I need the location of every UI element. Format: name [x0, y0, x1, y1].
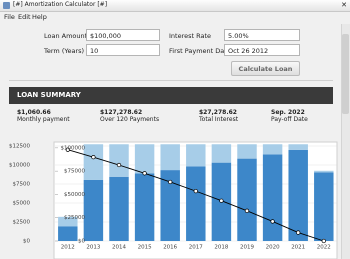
menu-help[interactable]: Help [32, 13, 47, 21]
line-marker [321, 238, 326, 244]
y2-tick-label: $75000 [64, 169, 85, 175]
summary-header-bar [9, 87, 333, 104]
line-marker [65, 147, 70, 152]
bar [288, 144, 308, 150]
line-marker [142, 171, 147, 176]
bar [186, 166, 206, 241]
bar [314, 170, 334, 173]
bar [314, 172, 334, 241]
line-marker [296, 230, 301, 235]
summary-header: LOAN SUMMARY [17, 91, 81, 99]
bar [288, 149, 308, 241]
y2-tick-label: $50000 [64, 192, 85, 198]
bar [160, 144, 180, 171]
y2-tick-label: $100000 [61, 145, 86, 151]
close-button[interactable]: ✕ [341, 1, 347, 9]
x-tick-label: 2020 [266, 245, 280, 251]
line-marker [116, 162, 122, 168]
bar [237, 158, 257, 241]
x-tick-label: 2015 [138, 245, 152, 251]
bar [160, 170, 180, 241]
bar [58, 226, 78, 241]
summary-value: $1,060.66 [17, 109, 51, 116]
x-tick-label: 2017 [189, 245, 203, 251]
text-input[interactable]: 5.00% [224, 29, 300, 41]
text-input[interactable]: 10 [86, 44, 160, 56]
field-label: First Payment Date [169, 47, 231, 55]
summary-label: Pay-off Date [271, 116, 308, 123]
line-marker [193, 188, 198, 194]
bar [58, 216, 78, 227]
app-icon [3, 2, 10, 9]
y-tick-label: $12500 [9, 144, 30, 150]
scrollbar-thumb[interactable] [342, 34, 349, 114]
line-marker [91, 154, 96, 160]
bar [134, 173, 155, 241]
bar [186, 144, 206, 167]
separator [9, 80, 333, 81]
text-input[interactable]: Oct 26 2012 [224, 44, 300, 56]
x-tick-label: 2013 [86, 245, 100, 251]
y-tick-label: $5000 [13, 201, 31, 207]
y-tick-label: $7500 [13, 182, 31, 188]
line-marker [270, 219, 275, 224]
summary-label: Over 120 Payments [100, 116, 160, 123]
field-label: Term (Years) [44, 47, 85, 55]
bar [83, 144, 104, 180]
line-marker [219, 198, 224, 203]
x-tick-label: 2022 [317, 245, 331, 251]
bar [237, 144, 257, 159]
x-tick-label: 2016 [163, 245, 177, 251]
summary-value: $127,278.62 [100, 109, 143, 116]
bar [262, 144, 283, 155]
title-bar [0, 0, 350, 12]
x-tick-label: 2021 [291, 245, 305, 251]
field-label: Loan Amount [44, 32, 88, 40]
y-tick-label: $0 [23, 239, 30, 245]
line-marker [244, 208, 250, 213]
x-tick-label: 2012 [61, 245, 75, 251]
bar [109, 176, 129, 241]
bar [262, 154, 283, 241]
field-label: Interest Rate [169, 32, 212, 40]
summary-label: Monthly payment [17, 116, 70, 123]
summary-label: Total Interest [199, 116, 239, 123]
menu-file[interactable]: File [4, 13, 15, 21]
summary-value: Sep. 2022 [271, 109, 305, 116]
y2-tick-label: $0 [78, 239, 85, 245]
bar [83, 179, 104, 241]
bar [211, 144, 232, 163]
text-input[interactable]: $100,000 [86, 29, 160, 41]
x-tick-label: 2018 [214, 245, 228, 251]
bar [134, 144, 155, 174]
chart: 2012 2013 2014 2015 2016 2017 2018 2019 2020 2021… [9, 141, 338, 259]
menu-edit[interactable]: Edit [18, 13, 31, 21]
bar [109, 144, 129, 177]
summary-value: $27,278.62 [199, 109, 237, 116]
line-marker [168, 179, 173, 185]
y-tick-label: $10000 [9, 163, 30, 169]
x-tick-label: 2014 [112, 245, 126, 251]
scrollbar[interactable] [341, 24, 350, 259]
window-title: [#] Amortization Calculator [#] [13, 1, 108, 8]
calculate-button[interactable]: Calculate Loan [231, 61, 300, 76]
y-tick-label: $2500 [13, 220, 31, 226]
x-tick-label: 2019 [240, 245, 254, 251]
y2-tick-label: $25000 [64, 215, 85, 221]
